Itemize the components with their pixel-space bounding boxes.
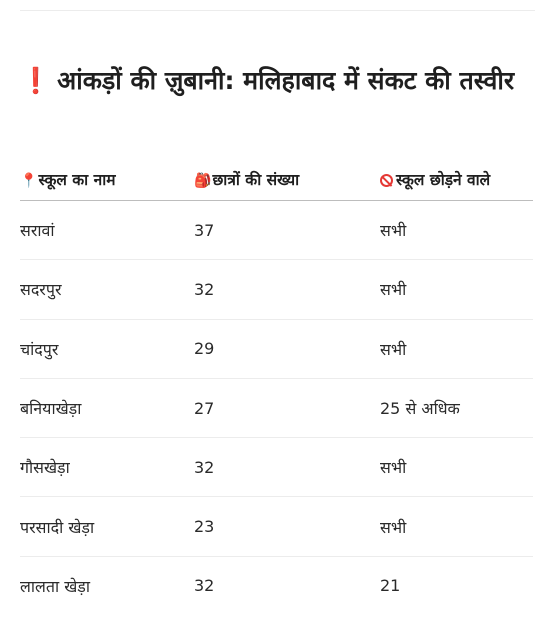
cell-dropouts: सभी (380, 517, 407, 537)
cell-school-name: परसादी खेड़ा (20, 517, 95, 537)
cell-student-count: 37 (194, 220, 215, 240)
section-heading: ❗ आंकड़ों की ज़ुबानी: मलिहाबाद में संकट क… (20, 60, 535, 102)
table-header: 📍स्कूल का नाम 🎒छात्रों की संख्या स्कूल छ… (20, 158, 533, 201)
cell-student-count: 29 (194, 339, 215, 359)
table-row: सदरपुर 32 सभी (20, 260, 533, 320)
cell-school-name: सरावां (20, 221, 55, 241)
header-label: स्कूल का नाम (38, 171, 116, 189)
top-divider (20, 10, 535, 11)
data-table: 📍स्कूल का नाम 🎒छात्रों की संख्या स्कूल छ… (20, 158, 533, 615)
cell-school-name: लालता खेड़ा (20, 576, 90, 596)
cell-student-count: 32 (194, 457, 215, 477)
table-row: परसादी खेड़ा 23 सभी (20, 497, 533, 557)
cell-dropouts: 21 (380, 576, 401, 596)
cell-student-count: 32 (194, 279, 215, 299)
heading-text: आंकड़ों की ज़ुबानी: मलिहाबाद में संकट की… (57, 66, 515, 95)
cell-dropouts: सभी (380, 280, 407, 300)
cell-dropouts: सभी (380, 339, 407, 359)
pin-icon: 📍 (20, 173, 38, 189)
cell-student-count: 27 (194, 398, 215, 418)
header-label: छात्रों की संख्या (212, 171, 300, 189)
table-row: लालता खेड़ा 32 21 (20, 557, 533, 615)
cell-school-name: गौसखेड़ा (20, 458, 70, 478)
header-label: स्कूल छोड़ने वाले (396, 171, 491, 189)
cell-dropouts: 25 से अधिक (380, 399, 460, 419)
cell-student-count: 32 (194, 576, 215, 596)
column-header-student-count: 🎒छात्रों की संख्या (194, 168, 380, 190)
column-header-dropouts: स्कूल छोड़ने वाले (380, 168, 533, 190)
cell-dropouts: सभी (380, 458, 407, 478)
cell-school-name: चांदपुर (20, 339, 59, 359)
cell-school-name: बनियाखेड़ा (20, 399, 82, 419)
backpack-icon: 🎒 (194, 173, 212, 189)
cell-student-count: 23 (194, 517, 215, 537)
column-header-school-name: 📍स्कूल का नाम (20, 168, 194, 190)
table-row: सरावां 37 सभी (20, 201, 533, 261)
table-row: गौसखेड़ा 32 सभी (20, 438, 533, 498)
cell-school-name: सदरपुर (20, 280, 62, 300)
table-row: बनियाखेड़ा 27 25 से अधिक (20, 379, 533, 439)
exclamation-icon: ❗ (20, 66, 52, 95)
no-entry-icon (380, 174, 393, 187)
cell-dropouts: सभी (380, 221, 407, 241)
table-row: चांदपुर 29 सभी (20, 320, 533, 379)
